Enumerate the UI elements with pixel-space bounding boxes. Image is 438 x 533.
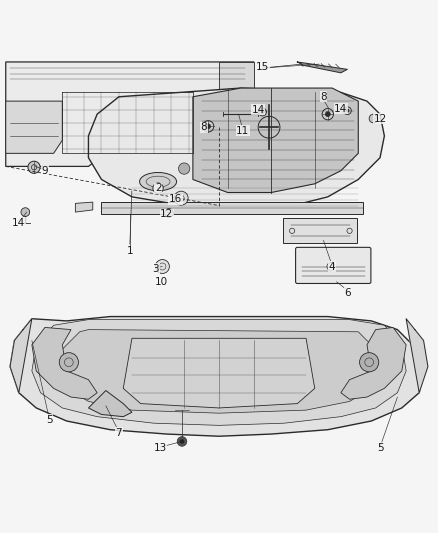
FancyBboxPatch shape xyxy=(296,247,371,284)
Polygon shape xyxy=(341,327,406,399)
Polygon shape xyxy=(297,62,347,73)
Circle shape xyxy=(343,107,351,115)
Polygon shape xyxy=(406,319,428,393)
Text: 14: 14 xyxy=(334,104,347,114)
Text: 5: 5 xyxy=(46,415,53,425)
Polygon shape xyxy=(58,329,380,413)
Text: 7: 7 xyxy=(116,428,122,438)
Text: 9: 9 xyxy=(42,166,48,176)
Circle shape xyxy=(153,183,163,193)
Text: 3: 3 xyxy=(152,264,159,273)
Polygon shape xyxy=(193,88,358,192)
Text: 13: 13 xyxy=(154,443,167,453)
Circle shape xyxy=(21,208,30,216)
Polygon shape xyxy=(75,202,93,212)
Polygon shape xyxy=(10,317,424,436)
Text: 14: 14 xyxy=(12,218,25,228)
Circle shape xyxy=(165,208,173,217)
Circle shape xyxy=(205,124,211,129)
Text: 14: 14 xyxy=(251,105,265,115)
Polygon shape xyxy=(123,338,315,408)
FancyBboxPatch shape xyxy=(102,202,363,214)
Circle shape xyxy=(177,437,187,446)
Text: 8: 8 xyxy=(201,122,207,132)
Polygon shape xyxy=(32,327,97,399)
Text: 4: 4 xyxy=(329,262,336,271)
Polygon shape xyxy=(88,391,132,417)
Polygon shape xyxy=(6,101,62,154)
Polygon shape xyxy=(10,319,32,393)
Text: 5: 5 xyxy=(377,443,383,453)
Ellipse shape xyxy=(140,173,177,191)
Circle shape xyxy=(360,353,379,372)
Circle shape xyxy=(322,109,333,120)
Circle shape xyxy=(195,132,217,154)
Text: 1: 1 xyxy=(127,246,133,256)
Text: 2: 2 xyxy=(155,183,161,193)
Circle shape xyxy=(325,111,330,117)
Circle shape xyxy=(369,114,378,123)
Circle shape xyxy=(202,120,214,132)
Text: 8: 8 xyxy=(320,92,327,102)
Text: 11: 11 xyxy=(237,126,250,136)
Circle shape xyxy=(174,191,188,205)
Circle shape xyxy=(346,109,349,112)
Text: 12: 12 xyxy=(374,114,387,124)
Circle shape xyxy=(59,353,78,372)
Text: 15: 15 xyxy=(256,62,269,72)
Text: 10: 10 xyxy=(155,277,168,287)
Circle shape xyxy=(258,108,266,116)
Circle shape xyxy=(155,260,170,273)
Circle shape xyxy=(179,163,190,174)
Polygon shape xyxy=(6,62,254,166)
Circle shape xyxy=(180,439,184,443)
Text: 16: 16 xyxy=(169,194,182,204)
FancyBboxPatch shape xyxy=(283,218,357,244)
Polygon shape xyxy=(88,88,385,210)
Polygon shape xyxy=(32,320,406,425)
Polygon shape xyxy=(219,62,254,127)
Text: 6: 6 xyxy=(344,288,351,297)
Circle shape xyxy=(28,161,40,173)
Circle shape xyxy=(261,110,264,114)
Text: 12: 12 xyxy=(160,209,173,219)
